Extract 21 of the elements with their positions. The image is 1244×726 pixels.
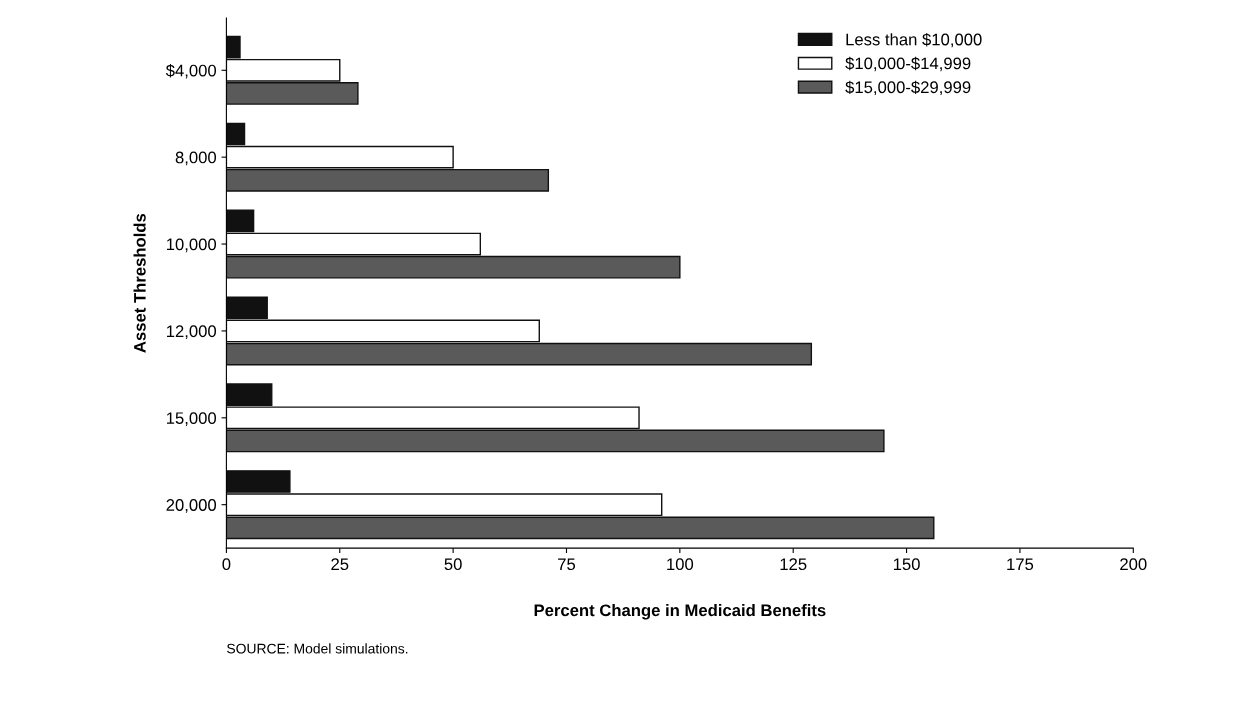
x-axis-title: Percent Change in Medicaid Benefits — [534, 603, 826, 620]
y-axis-title: Asset Thresholds — [133, 213, 146, 353]
legend-label: $10,000-$14,999 — [845, 56, 971, 72]
x-tick-label: 200 — [1120, 558, 1147, 571]
x-tick-label: 100 — [667, 558, 694, 571]
legend-label: $15,000-$29,999 — [845, 80, 971, 96]
x-tick-label: 50 — [444, 558, 462, 571]
y-tick-label: 12,000 — [166, 325, 217, 340]
x-tick-label: 0 — [222, 558, 231, 571]
x-tick-label: 150 — [893, 558, 920, 571]
y-tick-label: 20,000 — [166, 499, 217, 513]
x-tick-label: 25 — [331, 558, 349, 571]
x-tick-label: 125 — [780, 558, 807, 571]
y-tick-label: $4,000 — [165, 63, 217, 79]
legend-label: Less than $10,000 — [846, 32, 982, 48]
y-tick-label: 10,000 — [166, 238, 217, 253]
source-note: SOURCE: Model simulations. — [227, 643, 408, 654]
y-tick-label: 8,000 — [175, 151, 217, 166]
x-tick-label: 75 — [558, 558, 576, 571]
x-tick-label: 175 — [1007, 558, 1034, 571]
y-tick-label: 15,000 — [166, 412, 217, 426]
